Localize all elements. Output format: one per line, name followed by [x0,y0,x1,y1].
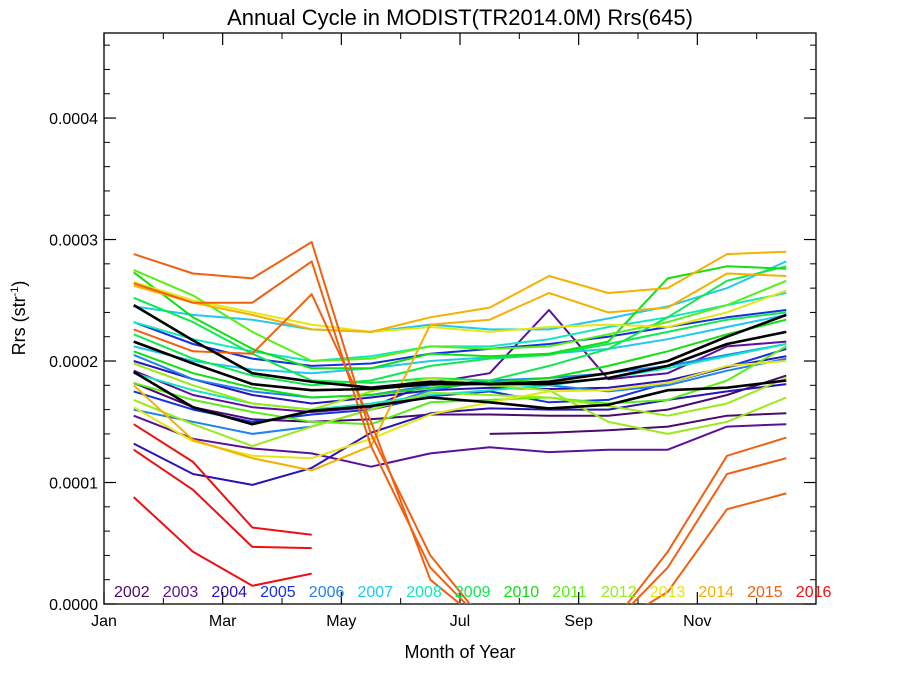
y-tick-label: 0.0001 [49,476,98,493]
series-line-2011 [133,268,787,362]
series-line-2014 [133,272,787,472]
series-line-2016 [133,423,312,536]
y-axis-label: Rrs (str-1) [9,281,29,356]
series-line-2002 [133,374,787,423]
x-tick-label: Sep [564,613,593,630]
series-line-2010 [133,265,787,370]
y-tick-label: 0.0004 [49,111,98,128]
y-tick-label: 0.0003 [49,233,98,250]
legend-item-2014: 2014 [698,584,734,601]
series-line-2004 [133,355,787,405]
x-tick-label: May [326,613,356,630]
series-line-2015 [133,241,787,604]
x-axis: Jan Mar May Jul Sep Nov [91,33,758,630]
x-tick-label: Mar [209,613,237,630]
legend-item-2005: 2005 [260,584,296,601]
legend-item-2009: 2009 [455,584,491,601]
legend-item-2007: 2007 [358,584,394,601]
series-line-2014 [133,250,787,333]
plot-frame [103,32,817,605]
legend-item-2012: 2012 [601,584,637,601]
series-line-2013 [133,360,787,460]
series-line-2016 [133,448,312,550]
series-line-2009 [133,311,787,387]
legend-item-2010: 2010 [504,584,540,601]
series-line-2009 [133,265,787,384]
series-line-2015 [133,260,787,604]
series-line-2016 [133,496,312,587]
legend-item-2002: 2002 [114,584,150,601]
x-axis-label: Month of Year [404,642,515,662]
series-line-2004 [133,383,787,486]
plot-area [133,241,787,604]
y-tick-label: 0.0000 [49,597,98,614]
series-line-2015 [133,293,787,604]
y-axis: 0.0000 0.0001 0.0002 0.0003 0.0004 [49,44,816,614]
legend-item-2013: 2013 [650,584,686,601]
legend-item-2011: 2011 [552,584,587,601]
series-line-2013 [133,281,787,333]
legend-item-2003: 2003 [163,584,199,601]
legend-item-2015: 2015 [747,584,783,601]
y-tick-label: 0.0002 [49,354,98,371]
series-line-2012 [133,377,787,448]
legend-item-2004: 2004 [211,584,247,601]
legend-item-2016: 2016 [796,584,832,601]
legend-item-2008: 2008 [406,584,442,601]
chart-title: Annual Cycle in MODIST(TR2014.0M) Rrs(64… [227,5,693,30]
legend-item-2006: 2006 [309,584,345,601]
series-line-2007 [133,260,787,333]
mean-line [133,330,787,392]
series-line-2003 [133,309,787,413]
x-tick-label: Jul [450,613,470,630]
x-tick-label: Jan [91,613,117,630]
mean-line [133,370,787,426]
legend: 2002 2003 2004 2005 2006 2007 2008 2009 2010 2011… [114,584,831,601]
series-line-2003 [133,414,787,468]
x-tick-label: Nov [683,613,711,630]
